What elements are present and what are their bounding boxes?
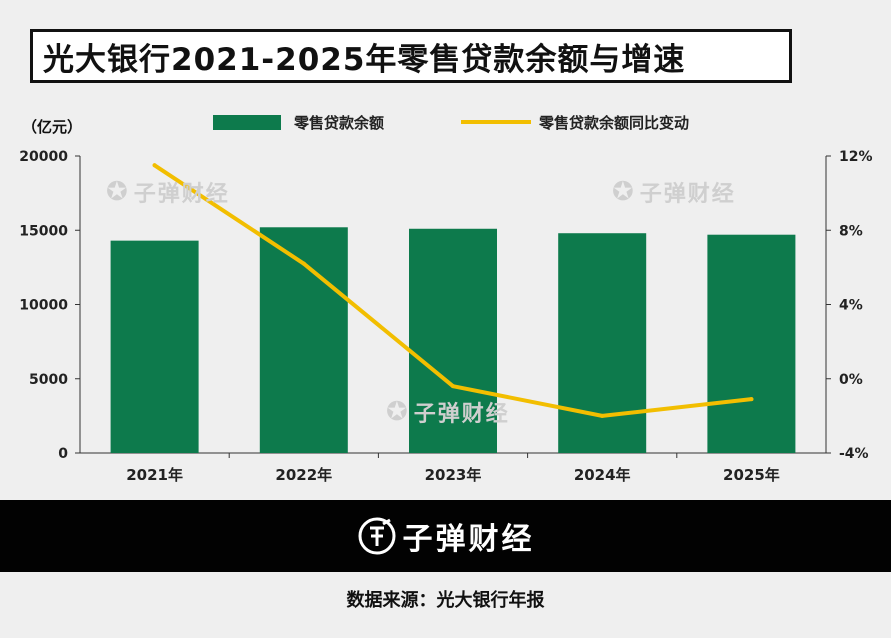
legend-swatch-bar — [213, 115, 281, 130]
x-tick-label: 2024年 — [574, 466, 631, 484]
x-tick-label: 2023年 — [425, 466, 482, 484]
chart-area: （亿元） 0 5000 10000 15000 20000 -4% 0% 4% 8% 12% 2021… — [19, 114, 873, 484]
x-tick-label: 2021年 — [126, 466, 183, 484]
left-tick-label: 5000 — [29, 372, 68, 388]
right-tick-label: -4% — [839, 446, 869, 462]
bar — [259, 227, 348, 453]
chart-title: 光大银行2021-2025年零售贷款余额与增速 — [43, 41, 686, 78]
line-point — [600, 413, 605, 418]
x-tick-label: 2025年 — [723, 466, 780, 484]
right-tick-label: 12% — [839, 149, 873, 165]
watermark-logo-icon: ✪ — [612, 177, 636, 207]
legend-label-line: 零售贷款余额同比变动 — [538, 114, 689, 132]
right-tick-label: 0% — [839, 372, 863, 388]
footer-logo: 子弹财经 — [357, 514, 535, 558]
title-box: 光大银行2021-2025年零售贷款余额与增速 — [30, 29, 792, 83]
right-tick-label: 8% — [839, 223, 863, 239]
line-point — [749, 397, 754, 402]
watermark-logo-icon: ✪ — [386, 397, 410, 427]
left-tick-label: 10000 — [19, 298, 68, 314]
data-source: 数据来源：光大银行年报 — [346, 590, 545, 611]
watermark-text: 子弹财经 — [413, 402, 510, 427]
watermark-logo-icon: ✪ — [106, 177, 130, 207]
line-point — [451, 384, 455, 389]
line-point — [301, 261, 306, 266]
bar — [409, 228, 497, 453]
bar — [110, 240, 199, 453]
footer-brand-text: 子弹财经 — [402, 522, 535, 557]
bar — [707, 234, 796, 453]
right-tick-label: 4% — [839, 298, 863, 314]
left-tick-label: 20000 — [19, 149, 68, 165]
bar — [558, 233, 647, 453]
footer-band: 子弹财经 — [0, 500, 891, 572]
watermark-3: ✪ 子弹财经 — [386, 396, 510, 428]
left-tick-label: 0 — [58, 446, 68, 462]
watermark-2: ✪ 子弹财经 — [612, 176, 736, 208]
watermark-text: 子弹财经 — [133, 182, 230, 207]
legend-label-bar: 零售贷款余额 — [293, 114, 384, 132]
left-tick-label: 15000 — [19, 223, 68, 239]
left-axis-unit: （亿元） — [22, 118, 82, 136]
watermark-text: 子弹财经 — [639, 182, 736, 207]
watermark-1: ✪ 子弹财经 — [106, 176, 230, 208]
brand-logo-icon — [358, 517, 395, 555]
line-point — [152, 163, 157, 168]
x-tick-label: 2022年 — [275, 466, 332, 484]
